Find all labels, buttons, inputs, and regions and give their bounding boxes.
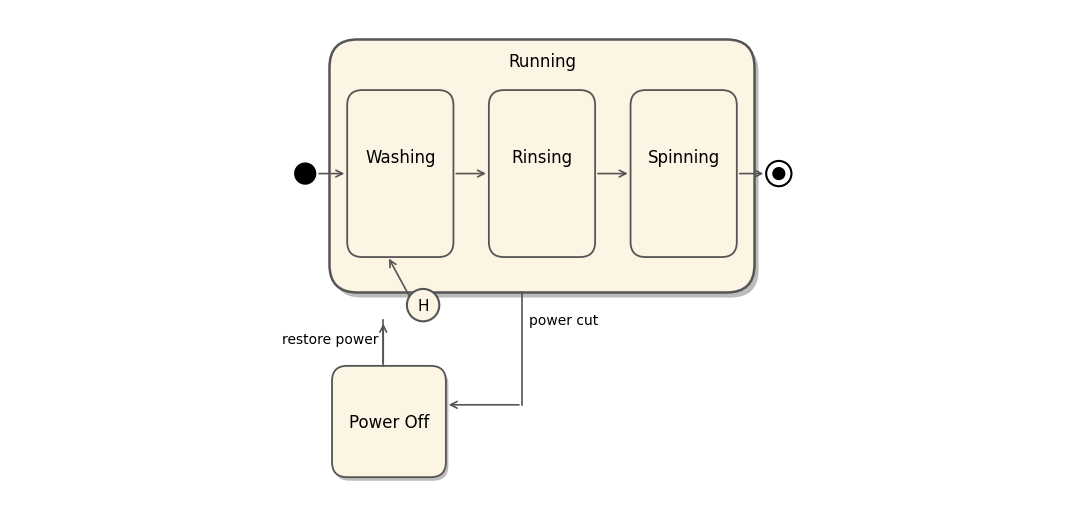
- Text: Rinsing: Rinsing: [512, 148, 572, 167]
- Circle shape: [772, 168, 786, 181]
- FancyBboxPatch shape: [332, 366, 446, 477]
- Circle shape: [294, 163, 317, 185]
- Text: restore power: restore power: [282, 332, 378, 346]
- Text: Running: Running: [508, 53, 576, 71]
- FancyBboxPatch shape: [633, 94, 739, 261]
- Circle shape: [406, 289, 439, 322]
- FancyBboxPatch shape: [335, 370, 449, 481]
- FancyBboxPatch shape: [489, 91, 595, 258]
- FancyBboxPatch shape: [350, 94, 456, 261]
- Text: Spinning: Spinning: [647, 148, 720, 167]
- Text: Washing: Washing: [365, 148, 436, 167]
- Text: Power Off: Power Off: [349, 413, 429, 431]
- FancyBboxPatch shape: [347, 91, 453, 258]
- Text: H: H: [417, 298, 429, 313]
- Text: power cut: power cut: [529, 313, 598, 327]
- FancyBboxPatch shape: [330, 40, 754, 293]
- FancyBboxPatch shape: [334, 45, 759, 298]
- FancyBboxPatch shape: [491, 94, 597, 261]
- Circle shape: [766, 162, 791, 187]
- FancyBboxPatch shape: [631, 91, 737, 258]
